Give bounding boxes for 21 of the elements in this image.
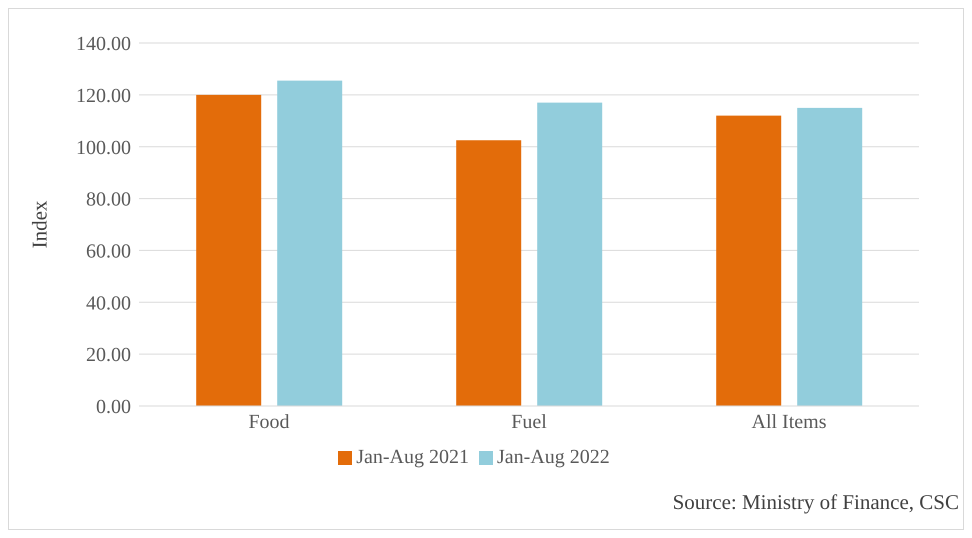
y-tick-label: 60.00 [86, 240, 131, 263]
y-tick-label: 80.00 [86, 188, 131, 211]
y-tick-label: 140.00 [76, 33, 131, 56]
legend-label: Jan-Aug 2022 [497, 446, 610, 468]
y-tick-label: 120.00 [76, 84, 131, 107]
bar [277, 80, 342, 406]
y-tick-label: 100.00 [76, 136, 131, 159]
x-tick-label: All Items [752, 411, 827, 434]
y-tick-label: 0.00 [96, 396, 131, 418]
legend-label: Jan-Aug 2021 [356, 446, 469, 468]
y-tick-label: 40.00 [86, 292, 131, 314]
bar [797, 108, 862, 406]
bar [537, 102, 602, 406]
bar [196, 94, 262, 406]
y-axis-title: Index [27, 200, 52, 248]
x-tick-label: Food [248, 411, 290, 434]
bar [456, 140, 522, 406]
x-tick-label: Fuel [511, 411, 548, 434]
bar [716, 116, 782, 406]
source-note: Source: Ministry of Finance, CSC [672, 490, 959, 515]
y-tick-label: 20.00 [86, 344, 131, 366]
